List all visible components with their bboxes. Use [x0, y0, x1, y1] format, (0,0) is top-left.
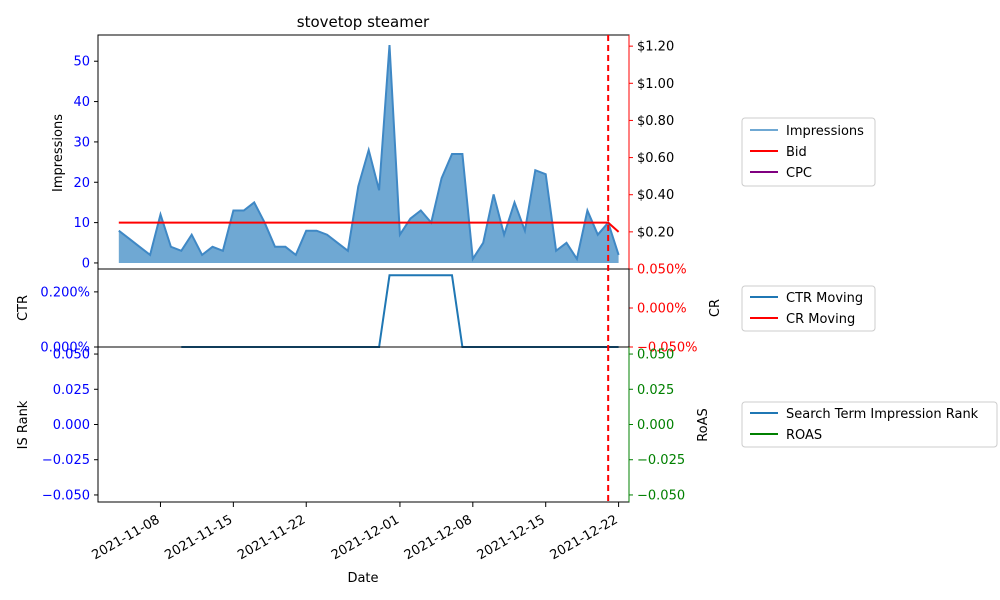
- y-tick-label-impressions: 30: [73, 135, 90, 150]
- y-tick-label-cr: −0.050%: [637, 341, 697, 356]
- x-tick-label: 2021-11-08: [90, 512, 163, 563]
- panel-frame: [97, 268, 630, 348]
- legend-label-cpc: CPC: [786, 166, 812, 181]
- x-tick-label: 2021-12-08: [402, 512, 475, 563]
- impressions-line: [118, 45, 620, 262]
- y-tick-label-cr: 0.000%: [637, 302, 687, 317]
- legend-label-cr-moving: CR Moving: [786, 312, 855, 327]
- legend-impressions: Impressions Bid CPC: [741, 117, 876, 187]
- y-tick-label-roas: −0.050: [637, 488, 685, 503]
- bid-line: [118, 221, 620, 233]
- y-tick-label-roas: 0.000: [637, 418, 674, 433]
- panel-ctr-cr: 0.000% 0.200% −0.050% 0.000% 0.050%: [40, 263, 697, 356]
- legend-label-impressions: Impressions: [786, 124, 864, 139]
- legend-label-is-rank: Search Term Impression Rank: [786, 407, 979, 422]
- y-label-cr: CR: [708, 299, 723, 317]
- legend-isrank-roas: Search Term Impression Rank ROAS: [741, 401, 998, 448]
- y-tick-label-roas: 0.050: [637, 348, 674, 363]
- y-tick-label-bid: $0.40: [637, 188, 674, 203]
- y-tick-label-ctr: 0.000%: [40, 341, 90, 356]
- y-label-impressions: Impressions: [51, 114, 66, 192]
- y-label-roas: RoAS: [696, 408, 711, 442]
- legend-label-bid: Bid: [786, 145, 807, 160]
- x-axis: 2021-11-08 2021-11-15 2021-11-22 2021-12-01…: [90, 35, 621, 563]
- impressions-area: [118, 45, 619, 263]
- y-label-is-rank: IS Rank: [16, 400, 31, 449]
- y-tick-label-is-rank: −0.025: [42, 453, 90, 468]
- y-tick-label-bid: $0.60: [637, 151, 674, 166]
- panel-isrank-roas: −0.050 −0.025 0.000 0.025 0.050 −0.050 −0.025 0…: [42, 346, 685, 503]
- y-tick-label-bid: $0.20: [637, 225, 674, 240]
- legend-box: [741, 117, 876, 187]
- y-tick-label-bid: $1.20: [637, 40, 674, 55]
- y-tick-label-is-rank: 0.025: [53, 383, 90, 398]
- x-tick-label: 2021-11-15: [162, 512, 235, 563]
- y-tick-label-impressions: 50: [73, 55, 90, 70]
- y-tick-label-impressions: 0: [82, 256, 90, 271]
- y-tick-label-is-rank: 0.050: [53, 348, 90, 363]
- x-tick-label: 2021-12-01: [329, 512, 402, 563]
- panel-impressions: 0 10 20 30 40 50 $0.20 $0.40 $0.60 $0.80 $1.00 $1.2…: [73, 34, 674, 347]
- ctr-moving-line: [181, 274, 619, 348]
- chart-title: stovetop steamer: [297, 13, 430, 31]
- y-tick-label-is-rank: −0.050: [42, 488, 90, 503]
- panel-frame: [97, 346, 630, 503]
- y-tick-label-bid: $0.80: [637, 114, 674, 129]
- y-tick-label-ctr: 0.200%: [40, 285, 90, 300]
- y-tick-label-impressions: 40: [73, 95, 90, 110]
- x-tick-label: 2021-12-22: [548, 512, 621, 563]
- y-tick-label-impressions: 20: [73, 176, 90, 191]
- y-tick-label-impressions: 10: [73, 216, 90, 231]
- legend-label-roas: ROAS: [786, 428, 822, 443]
- x-tick-label: 2021-12-15: [475, 512, 548, 563]
- y-tick-label-is-rank: 0.000: [53, 418, 90, 433]
- y-tick-label-bid: $1.00: [637, 77, 674, 92]
- y-tick-label-roas: 0.025: [637, 383, 674, 398]
- legend-label-ctr-moving: CTR Moving: [786, 291, 863, 306]
- legend-box: [741, 401, 998, 448]
- y-label-ctr: CTR: [16, 295, 31, 321]
- legend-ctr-cr: CTR Moving CR Moving: [741, 285, 876, 332]
- x-tick-label: 2021-11-22: [235, 512, 308, 563]
- y-tick-label-cr: 0.050%: [637, 263, 687, 278]
- y-tick-label-roas: −0.025: [637, 453, 685, 468]
- x-axis-label: Date: [347, 571, 378, 586]
